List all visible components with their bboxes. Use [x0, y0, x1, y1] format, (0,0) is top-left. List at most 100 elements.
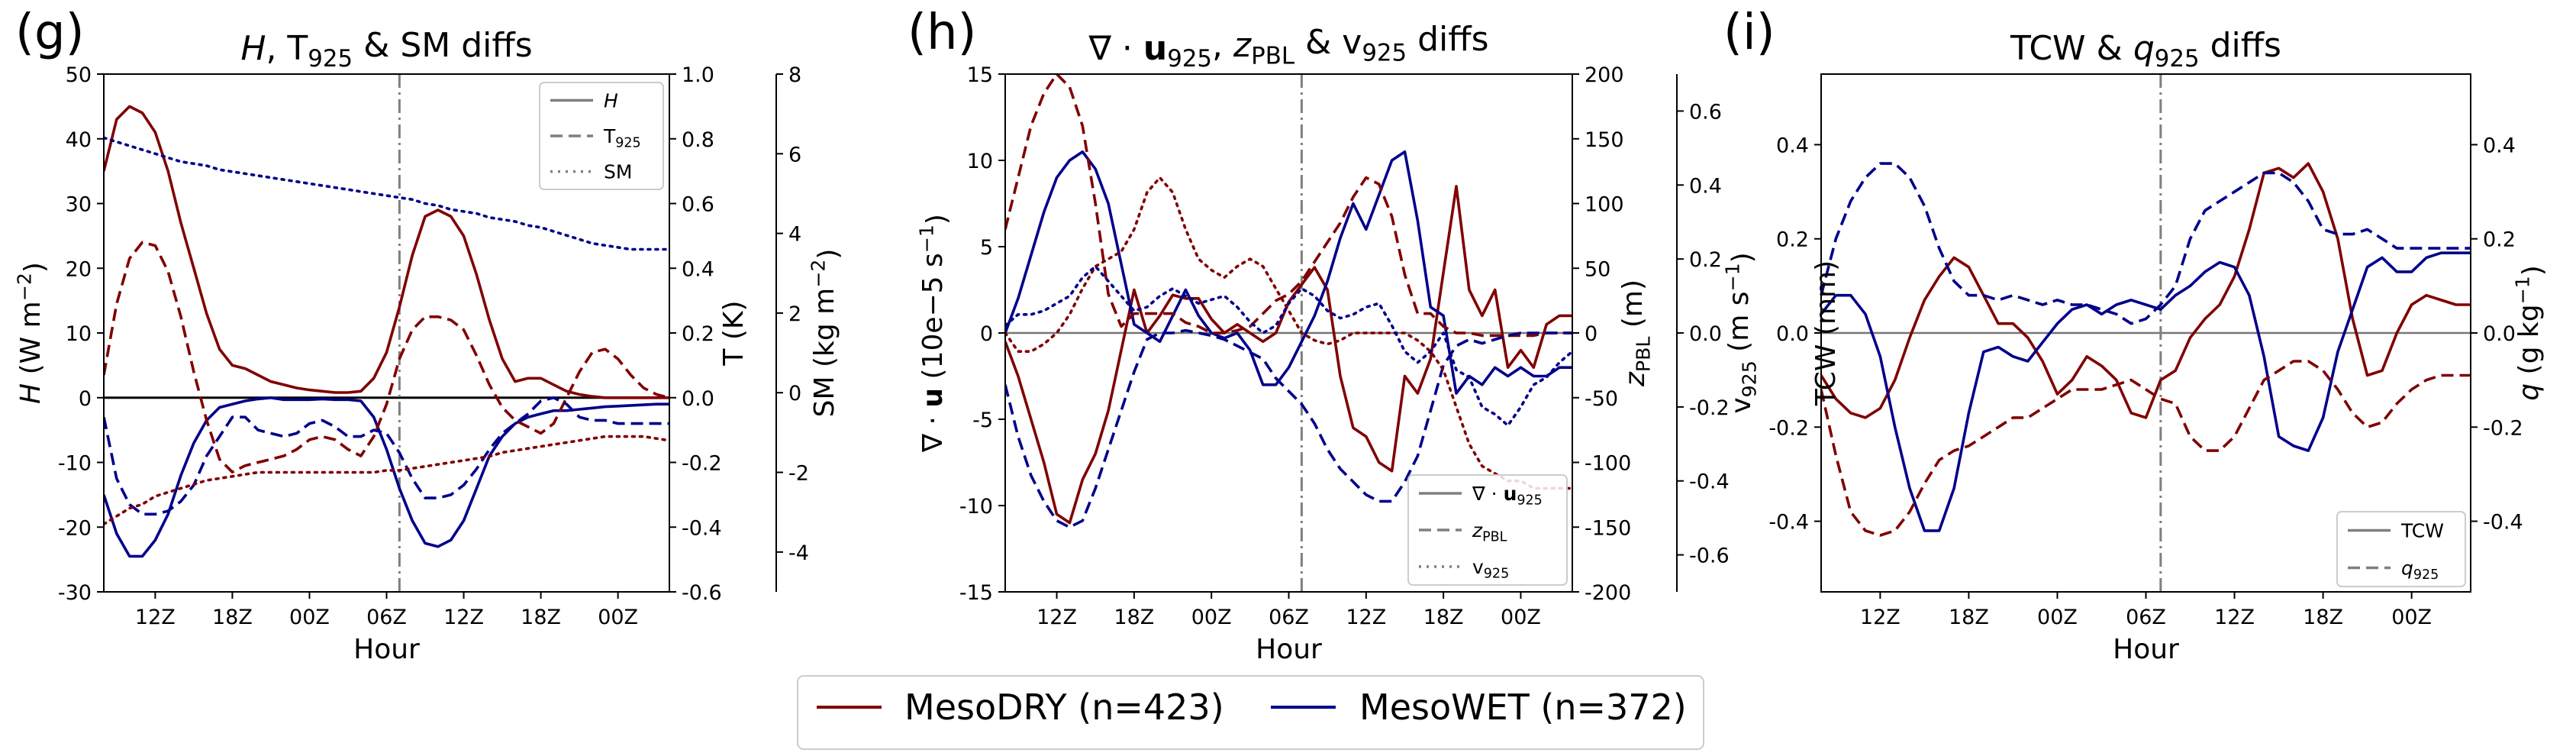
y-right-tick-label: 0.6 [1689, 100, 1722, 124]
y-right-tick-label: -0.6 [682, 581, 722, 605]
legend-label: ∇ · u925 [1472, 483, 1543, 508]
panel-label: (h) [908, 5, 977, 61]
y-right-tick-label: -0.4 [682, 516, 722, 540]
y-tick-label: 40 [66, 128, 92, 152]
series-mesowet-v925 [1005, 265, 1572, 427]
y-right-tick-label: 0.4 [2483, 134, 2516, 157]
panel-title: H, T925 & SM diffs [240, 26, 532, 73]
series-group [1821, 162, 2471, 537]
panel-h: (h) ∇ · u925, zPBL & v925 diffs 12Z 18Z 00Z 0… [908, 5, 1761, 665]
y-axis-label: H (W m−2) [14, 262, 50, 404]
y-right-tick-label: -0.4 [1689, 470, 1730, 494]
x-axis-label: Hour [2113, 634, 2179, 665]
y-tick-label: -20 [58, 516, 92, 540]
y-right-tick-label: 200 [1585, 63, 1624, 87]
y-right-tick-label: -0.2 [682, 452, 722, 476]
y-right-tick-label: 0.0 [2483, 322, 2516, 346]
x-tick-label: 00Z [2391, 606, 2432, 629]
x-tick-label: 00Z [1501, 606, 1541, 629]
series-group [104, 105, 669, 558]
panel-title: TCW & q925 diffs [2010, 26, 2281, 73]
y-right-tick-label: -0.6 [1689, 545, 1730, 568]
y-right-axis-label: q (g kg−1) [2512, 265, 2549, 401]
figure-legend-box [797, 675, 1704, 750]
y-right-tick-label: 0 [1585, 322, 1598, 346]
y-right-tick-label: 50 [1585, 257, 1610, 281]
x-tick-label: 00Z [2037, 606, 2078, 629]
legend-box [539, 82, 664, 190]
y-tick-label: 0.2 [1776, 228, 1809, 252]
y-right-tick-label: 0.0 [682, 387, 714, 411]
y-right-tick-label: 0 [788, 382, 801, 406]
y-right-tick-label: 0.2 [1689, 248, 1722, 272]
y-tick-label: 10 [66, 322, 92, 346]
x-tick-label: 18Z [521, 606, 561, 629]
inset-legend: TCW q925 [2336, 511, 2466, 587]
series-mesowet-h [104, 396, 669, 558]
legend-label: zPBL [1472, 519, 1507, 545]
y-right-axis-label: T (K) [718, 300, 750, 366]
x-tick-label: 18Z [1423, 606, 1464, 629]
x-tick-label: 00Z [1191, 606, 1232, 629]
y-right-axis-label: v925 (m s−1) [1721, 252, 1760, 413]
y-tick-label: -10 [959, 495, 993, 519]
y-axis-label: TCW (mm) [1810, 260, 1842, 406]
legend-box [1407, 474, 1568, 586]
panel-g: (g) H, T925 & SM diffs 12Z 18Z 00Z 06Z 12Z 18Z 0… [14, 5, 844, 665]
series-mesowet-sm [104, 136, 669, 251]
y-right-tick-label: 1.0 [682, 63, 714, 87]
panel-label: (g) [15, 5, 85, 61]
y-right-tick-label: -2 [788, 462, 809, 486]
y-tick-label: 0.4 [1776, 134, 1809, 157]
x-tick-label: 12Z [2214, 606, 2255, 629]
y-tick-label: 15 [967, 63, 993, 87]
x-tick-label: 12Z [135, 606, 176, 629]
series-mesodry-sm [104, 435, 669, 526]
series-mesodry-t925 [104, 241, 669, 473]
x-tick-label: 00Z [598, 606, 638, 629]
y-right-tick-label: 8 [788, 63, 801, 87]
legend-label-mesowet: MesoWET (n=372) [1359, 687, 1687, 728]
series-mesodry-h [104, 105, 669, 399]
y-right-tick-label: 0.8 [682, 128, 714, 152]
legend-label: SM [604, 161, 632, 183]
legend-label: v925 [1472, 556, 1509, 581]
inset-legend: ∇ · u925 zPBL v925 [1407, 474, 1568, 586]
y-tick-label: -10 [58, 452, 92, 476]
x-axis-label: Hour [1256, 634, 1322, 665]
y-right-tick-label: 4 [788, 223, 801, 247]
series-mesodry-q925 [1821, 360, 2471, 537]
panel-label: (i) [1723, 5, 1775, 61]
y-axis-label: ∇ · u (10e−5 s−1) [916, 214, 953, 453]
y-right-tick-label: 2 [788, 302, 801, 326]
legend-label: T925 [603, 125, 641, 150]
y-right-tick-label: -150 [1585, 516, 1631, 540]
x-axis-label: Hour [353, 634, 420, 665]
y-tick-label: 30 [66, 193, 92, 217]
y-right-tick-label: -100 [1585, 452, 1631, 476]
y-right-tick-label: 0.6 [682, 193, 714, 217]
series-mesowet-tcw [1821, 251, 2471, 532]
y-right-tick-label: -200 [1585, 581, 1631, 605]
figure-legend: MesoDRY (n=423) MesoWET (n=372) [797, 675, 1704, 750]
x-tick-label: 06Z [1269, 606, 1309, 629]
y-right-tick-label: -0.4 [2483, 511, 2523, 535]
y-tick-label: -15 [959, 581, 993, 605]
y-right-axis-label: SM (kg m−2) [808, 249, 844, 418]
x-tick-label: 12Z [1860, 606, 1901, 629]
series-mesodry-div_u925 [1005, 185, 1572, 525]
legend-label: H [604, 89, 618, 111]
legend-label-mesodry: MesoDRY (n=423) [904, 687, 1224, 728]
y-tick-label: 0 [79, 387, 92, 411]
series-mesowet-zpbl [1005, 328, 1572, 529]
panel-title: ∇ · u925, zPBL & v925 diffs [1088, 20, 1489, 73]
y-right-axis-label: zPBL (m) [1617, 280, 1655, 387]
series-mesowet-div_u925 [1005, 150, 1572, 395]
x-tick-label: 12Z [1037, 606, 1077, 629]
y-right-tick-label: 0.0 [1689, 322, 1722, 346]
series-group [1005, 74, 1572, 529]
legend-label: TCW [2400, 520, 2444, 542]
y-right-tick-label: -50 [1585, 387, 1618, 411]
series-mesodry-zpbl [1005, 74, 1572, 338]
x-tick-label: 18Z [212, 606, 253, 629]
